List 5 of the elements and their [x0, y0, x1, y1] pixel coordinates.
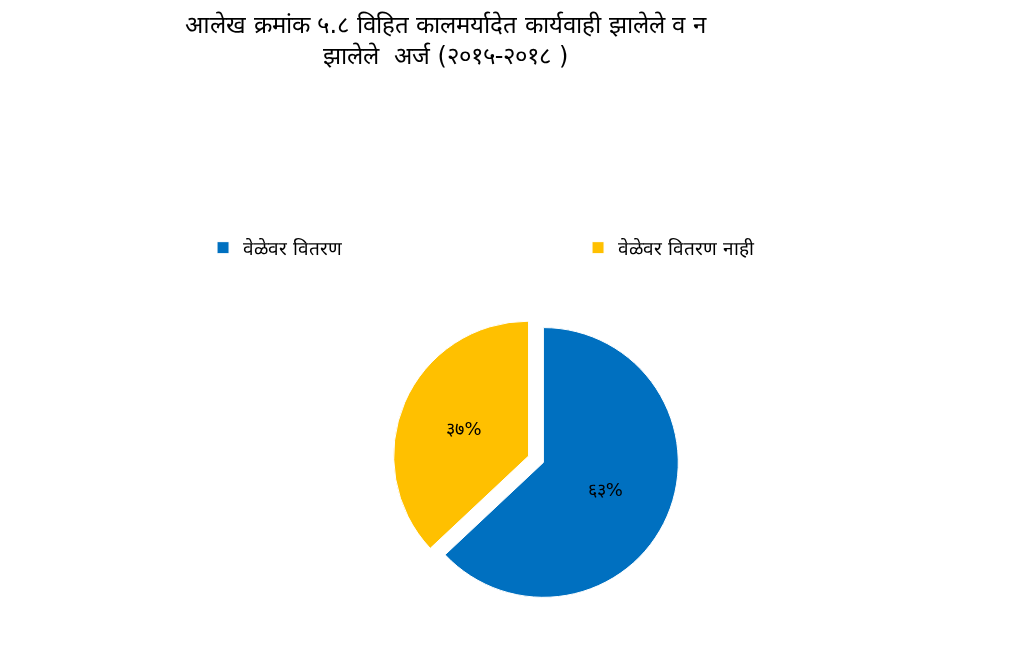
data-label: ३७% [446, 417, 482, 439]
legend-label: वेळेवर वितरण [243, 237, 343, 260]
legend-label: वेळेवर वितरण नाही [618, 237, 756, 260]
chart-title: आलेख क्रमांक ५.८ विहित कालमर्यादेत कार्यवाही झालेले व न झालेले अर्ज (२०१५-२०१८ ) [185, 10, 707, 70]
data-label: ६३% [587, 478, 623, 500]
